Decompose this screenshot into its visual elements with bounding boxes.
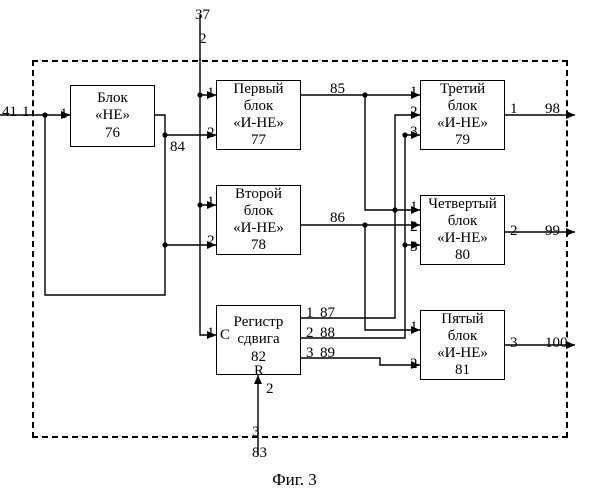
wire-label: 3 bbox=[252, 425, 260, 440]
wire-label: 84 bbox=[170, 140, 185, 155]
wire-label: 100 bbox=[545, 336, 568, 351]
wire-label: 1 bbox=[410, 85, 418, 100]
wire-label: 2 bbox=[410, 105, 418, 120]
wire-label: 1 bbox=[510, 102, 518, 117]
wires-layer bbox=[0, 0, 589, 500]
wire-label: R bbox=[254, 364, 264, 379]
wire-label: 3 bbox=[510, 336, 518, 351]
wire-label: 1 bbox=[207, 195, 215, 210]
wire-label: 1 bbox=[22, 105, 30, 120]
wire-label: 89 bbox=[320, 346, 335, 361]
wire-label: 1 bbox=[410, 320, 418, 335]
wire-label: 1 bbox=[207, 326, 215, 341]
wire-label: 2 bbox=[207, 126, 215, 141]
wire-label: 2 bbox=[510, 224, 518, 239]
wire-label: 2 bbox=[410, 357, 418, 372]
wire-label: 88 bbox=[320, 326, 335, 341]
wire-label: 2 bbox=[199, 32, 207, 47]
wire-label: 1 bbox=[207, 86, 215, 101]
wire-label: 2 bbox=[306, 326, 314, 341]
wire-label: 2 bbox=[266, 382, 274, 397]
wire-label: 2 bbox=[410, 220, 418, 235]
figure-caption: Фиг. 3 bbox=[0, 470, 589, 490]
wire-label: 1 bbox=[60, 107, 68, 122]
wire-label: 3 bbox=[410, 240, 418, 255]
wire-label: 37 bbox=[195, 8, 210, 23]
wire-label: 86 bbox=[330, 211, 345, 226]
wire-label: 83 bbox=[252, 446, 267, 461]
diagram-canvas: Блок«НЕ»76 Первыйблок«И-НЕ»77 Второйблок… bbox=[0, 0, 589, 500]
wire-label: 3 bbox=[306, 346, 314, 361]
wire-label: 2 bbox=[207, 234, 215, 249]
wire-label: 1 bbox=[306, 306, 314, 321]
wire-label: 1 bbox=[410, 200, 418, 215]
wire-label: 3 bbox=[410, 125, 418, 140]
wire-label: 99 bbox=[545, 224, 560, 239]
wire-label: 87 bbox=[320, 306, 335, 321]
wire-label: 41 bbox=[2, 105, 17, 120]
wire-label: 85 bbox=[330, 82, 345, 97]
wire-label: 98 bbox=[545, 102, 560, 117]
wire-label: C bbox=[220, 328, 230, 343]
